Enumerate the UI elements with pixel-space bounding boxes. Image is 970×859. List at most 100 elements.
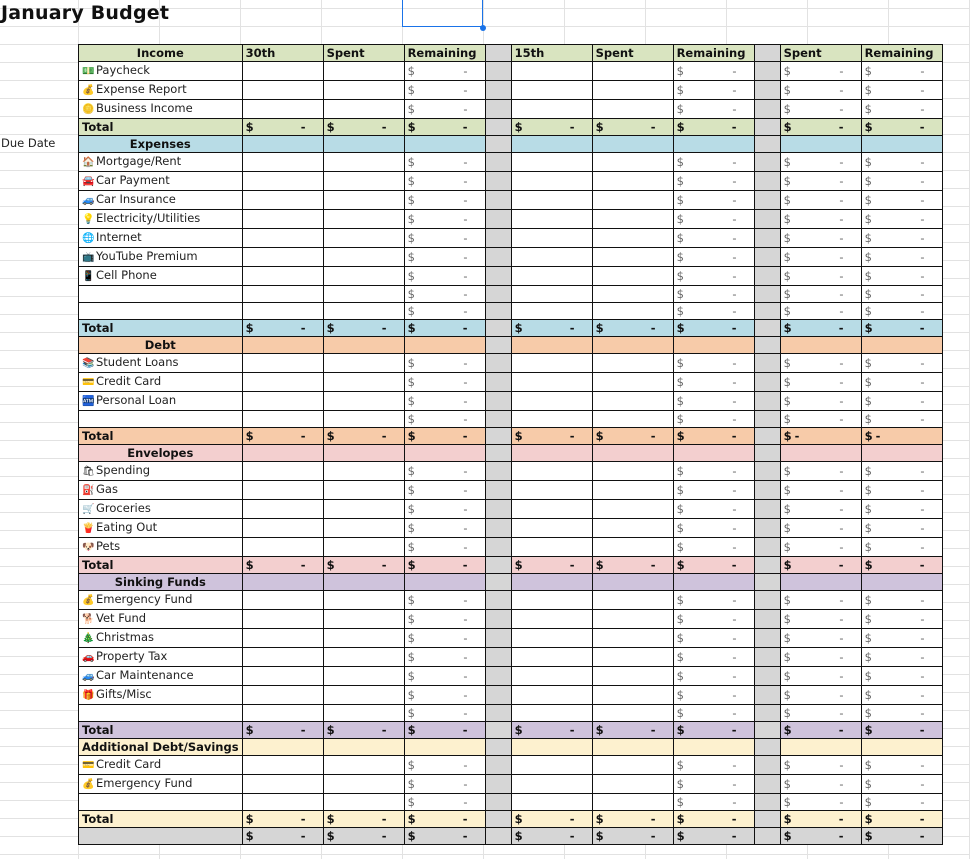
- header-c2[interactable]: Spent: [322, 44, 405, 62]
- section-header-cell[interactable]: [591, 738, 674, 756]
- section-header-cell[interactable]: [672, 336, 755, 354]
- section-header-cell[interactable]: [241, 444, 324, 462]
- total-remaining-15th-cell[interactable]: $ -: [672, 556, 755, 574]
- total-remaining-15th-cell[interactable]: $ -: [672, 810, 755, 828]
- row-label[interactable]: 💳 Credit Card: [78, 372, 243, 392]
- spent-30th-cell[interactable]: [322, 590, 405, 610]
- spent-30th-cell[interactable]: [322, 209, 405, 229]
- remaining-15th-cell[interactable]: $ -: [672, 353, 755, 373]
- remaining-15th-cell[interactable]: $ -: [672, 685, 755, 705]
- remaining-month-cell[interactable]: $ -: [860, 99, 943, 119]
- section-header-cell[interactable]: [322, 336, 405, 354]
- spent-15th-cell[interactable]: [591, 80, 674, 100]
- total-30th-cell[interactable]: $ -: [241, 118, 324, 136]
- section-header-cell[interactable]: [672, 738, 755, 756]
- remaining-15th-cell[interactable]: $ -: [672, 61, 755, 81]
- remaining-month-cell[interactable]: $ -: [860, 774, 943, 794]
- spent-month-cell[interactable]: $ -: [779, 266, 862, 286]
- section-header-cell[interactable]: [403, 444, 486, 462]
- remaining-15th-cell[interactable]: $ -: [672, 480, 755, 500]
- total-spent-15th-cell[interactable]: $ -: [591, 556, 674, 574]
- remaining-month-cell[interactable]: $ -: [860, 793, 943, 811]
- section-header-cell[interactable]: [241, 573, 324, 591]
- budget-30th-cell[interactable]: [241, 537, 324, 557]
- budget-15th-cell[interactable]: [510, 537, 593, 557]
- section-header-cell[interactable]: [510, 336, 593, 354]
- remaining-30th-cell[interactable]: $ -: [403, 353, 486, 373]
- section-header-cell[interactable]: [322, 738, 405, 756]
- spent-30th-cell[interactable]: [322, 247, 405, 267]
- total-spent-30th-cell[interactable]: $ -: [322, 556, 405, 574]
- spent-30th-cell[interactable]: [322, 628, 405, 648]
- remaining-15th-cell[interactable]: $ -: [672, 461, 755, 481]
- budget-30th-cell[interactable]: [241, 499, 324, 519]
- remaining-30th-cell[interactable]: $ -: [403, 518, 486, 538]
- remaining-30th-cell[interactable]: $ -: [403, 461, 486, 481]
- budget-30th-cell[interactable]: [241, 793, 324, 811]
- remaining-30th-cell[interactable]: $ -: [403, 302, 486, 320]
- spent-15th-cell[interactable]: [591, 285, 674, 303]
- total-remaining-30th-cell[interactable]: $ -: [403, 319, 486, 337]
- spent-30th-cell[interactable]: [322, 755, 405, 775]
- remaining-30th-cell[interactable]: $ -: [403, 391, 486, 411]
- spent-month-cell[interactable]: $ -: [779, 391, 862, 411]
- remaining-month-cell[interactable]: $ -: [860, 590, 943, 610]
- total-spent-15th-cell[interactable]: $ -: [591, 427, 674, 445]
- budget-15th-cell[interactable]: [510, 666, 593, 686]
- section-header-cell[interactable]: [510, 573, 593, 591]
- row-label[interactable]: [78, 410, 243, 428]
- spent-15th-cell[interactable]: [591, 499, 674, 519]
- total-spent-month-cell[interactable]: $ -: [779, 427, 862, 445]
- budget-30th-cell[interactable]: [241, 666, 324, 686]
- section-header-cell[interactable]: [860, 738, 943, 756]
- spent-month-cell[interactable]: $ -: [779, 410, 862, 428]
- remaining-15th-cell[interactable]: $ -: [672, 302, 755, 320]
- total-remaining-30th-cell[interactable]: $ -: [403, 827, 486, 845]
- budget-15th-cell[interactable]: [510, 391, 593, 411]
- spent-month-cell[interactable]: $ -: [779, 461, 862, 481]
- remaining-30th-cell[interactable]: $ -: [403, 61, 486, 81]
- section-header-cell[interactable]: [860, 444, 943, 462]
- row-label[interactable]: 💰 Emergency Fund: [78, 590, 243, 610]
- row-label[interactable]: 🏧 Personal Loan: [78, 391, 243, 411]
- budget-30th-cell[interactable]: [241, 685, 324, 705]
- budget-15th-cell[interactable]: [510, 353, 593, 373]
- remaining-15th-cell[interactable]: $ -: [672, 774, 755, 794]
- section-header-cell[interactable]: [860, 336, 943, 354]
- spent-30th-cell[interactable]: [322, 228, 405, 248]
- remaining-month-cell[interactable]: $ -: [860, 666, 943, 686]
- total-remaining-15th-cell[interactable]: $ -: [672, 827, 755, 845]
- section-header-cell[interactable]: [241, 336, 324, 354]
- spent-15th-cell[interactable]: [591, 209, 674, 229]
- remaining-30th-cell[interactable]: $ -: [403, 647, 486, 667]
- remaining-15th-cell[interactable]: $ -: [672, 266, 755, 286]
- total-30th-cell[interactable]: $ -: [241, 427, 324, 445]
- remaining-15th-cell[interactable]: $ -: [672, 80, 755, 100]
- section-header-cell[interactable]: [860, 573, 943, 591]
- budget-15th-cell[interactable]: [510, 685, 593, 705]
- remaining-15th-cell[interactable]: $ -: [672, 628, 755, 648]
- section-header-cell[interactable]: [779, 738, 862, 756]
- spent-month-cell[interactable]: $ -: [779, 755, 862, 775]
- remaining-30th-cell[interactable]: $ -: [403, 190, 486, 210]
- section-header-cell[interactable]: [403, 573, 486, 591]
- spent-15th-cell[interactable]: [591, 685, 674, 705]
- spent-15th-cell[interactable]: [591, 590, 674, 610]
- budget-30th-cell[interactable]: [241, 353, 324, 373]
- total-spent-month-cell[interactable]: $ -: [779, 827, 862, 845]
- budget-15th-cell[interactable]: [510, 80, 593, 100]
- total-remaining-30th-cell[interactable]: $ -: [403, 721, 486, 739]
- remaining-30th-cell[interactable]: $ -: [403, 755, 486, 775]
- remaining-15th-cell[interactable]: $ -: [672, 609, 755, 629]
- row-label[interactable]: [78, 793, 243, 811]
- total-spent-30th-cell[interactable]: $ -: [322, 810, 405, 828]
- row-label[interactable]: 🎄 Christmas: [78, 628, 243, 648]
- spent-15th-cell[interactable]: [591, 171, 674, 191]
- total-remaining-month-cell[interactable]: $ -: [860, 319, 943, 337]
- budget-30th-cell[interactable]: [241, 171, 324, 191]
- remaining-15th-cell[interactable]: $ -: [672, 391, 755, 411]
- budget-30th-cell[interactable]: [241, 372, 324, 392]
- spent-30th-cell[interactable]: [322, 410, 405, 428]
- spent-15th-cell[interactable]: [591, 61, 674, 81]
- total-spent-15th-cell[interactable]: $ -: [591, 827, 674, 845]
